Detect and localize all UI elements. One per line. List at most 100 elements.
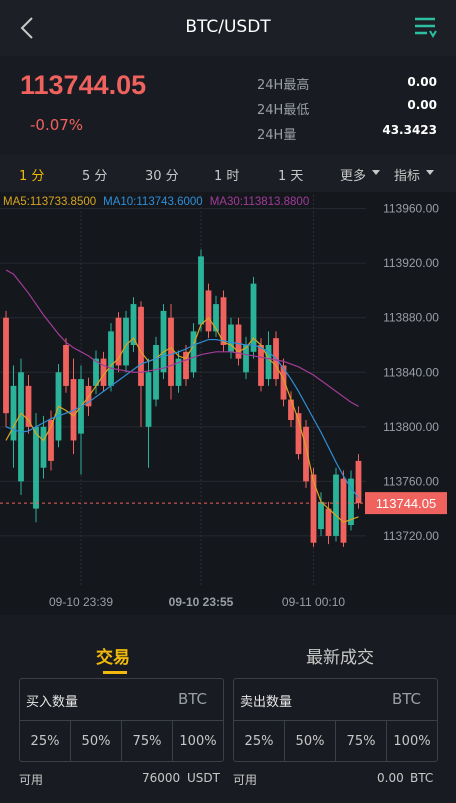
- available-unit: BTC: [410, 771, 434, 785]
- candle-body: [318, 501, 324, 530]
- header: BTC/USDT: [0, 0, 456, 56]
- candle-body: [93, 358, 99, 386]
- available-value: 76000: [142, 771, 181, 785]
- y-tick-label: 113720.00: [383, 529, 439, 543]
- percent-button[interactable]: 100%: [172, 721, 223, 762]
- trade-tab[interactable]: 交易: [96, 648, 130, 668]
- timeframe-tab[interactable]: 5 分: [82, 169, 108, 184]
- stat-label: 24H最低: [257, 103, 310, 118]
- percent-button[interactable]: 75%: [335, 721, 386, 762]
- y-tick-label: 113960.00: [383, 202, 439, 216]
- candle-body: [303, 426, 309, 482]
- candle-body: [138, 306, 144, 386]
- sell-unit: BTC: [391, 690, 421, 708]
- candle-body: [325, 508, 332, 536]
- ma-line: [5, 338, 359, 499]
- candle-body: [130, 304, 137, 345]
- candle-body: [310, 474, 317, 543]
- candle-body: [108, 331, 114, 386]
- candle-body: [198, 256, 204, 325]
- y-tick-label: 113920.00: [383, 256, 439, 270]
- trade-panel: 交易 最新成交 买入数量 BTC 25% 50% 75% 100% 卖出数量 B…: [0, 615, 456, 803]
- legend-entry: MA5:113733.8500: [3, 196, 96, 208]
- stat-label: 24H最高: [257, 78, 310, 93]
- candle-body: [205, 290, 212, 332]
- candle-body: [288, 399, 294, 420]
- candle-body: [235, 324, 242, 359]
- sell-percents: 25% 50% 75% 100%: [234, 720, 437, 762]
- stat-label: 24H量: [257, 128, 297, 143]
- available-value: 0.00: [377, 771, 404, 785]
- candle-body: [115, 317, 122, 366]
- menu-button[interactable]: [413, 16, 439, 40]
- ma-line: [5, 269, 359, 407]
- dropdown-arrow: [372, 170, 380, 175]
- back-button[interactable]: [18, 16, 36, 40]
- candle-body: [168, 317, 174, 386]
- percent-button[interactable]: 75%: [121, 721, 172, 762]
- candle-body: [123, 317, 129, 366]
- candle-body: [145, 372, 152, 427]
- candle-body: [175, 358, 182, 386]
- timeframe-bar: 1 分 5 分 30 分 1 时 1 天 更多 指标: [0, 154, 456, 192]
- candle-body: [213, 304, 219, 332]
- candle-body: [25, 385, 32, 427]
- available-label: 可用: [19, 773, 44, 787]
- timeframe-tab[interactable]: 1 分: [19, 169, 45, 184]
- candle-body: [63, 345, 69, 386]
- timeframe-tab[interactable]: 1 时: [214, 169, 240, 184]
- candle-body: [153, 345, 159, 400]
- y-tick-label: 113880.00: [383, 311, 439, 325]
- candle-body: [190, 331, 197, 373]
- x-tick-label: 09-10 23:39: [49, 595, 113, 609]
- candle-body: [258, 345, 264, 386]
- percent-button[interactable]: 50%: [284, 721, 335, 762]
- sell-box: 卖出数量 BTC 25% 50% 75% 100%: [233, 678, 438, 762]
- candle-body: [265, 345, 272, 380]
- candle-body: [160, 310, 167, 373]
- legend-entry: MA10:113743.6000: [103, 196, 203, 208]
- stat-value: 43.3423: [382, 123, 437, 137]
- more-menu[interactable]: 更多: [340, 169, 367, 184]
- percent-button[interactable]: 100%: [386, 721, 437, 762]
- stat-value: 0.00: [407, 98, 437, 112]
- candle-body: [250, 283, 257, 352]
- indicator-menu[interactable]: 指标: [394, 169, 421, 184]
- y-tick-label: 113760.00: [383, 474, 439, 488]
- sell-label: 卖出数量: [240, 695, 293, 710]
- last-price-label: 113744.05: [376, 496, 437, 511]
- title: BTC/USDT: [185, 17, 271, 37]
- legend-entry: MA30:113813.8800: [210, 196, 310, 208]
- timeframe-tab[interactable]: 1 天: [278, 169, 304, 184]
- last-price: 113744.05: [20, 70, 147, 100]
- percent-button[interactable]: 50%: [70, 721, 121, 762]
- ticker: 113744.05 -0.07% 24H最高 0.00 24H最低 0.00 2…: [0, 56, 456, 154]
- percent-button[interactable]: 25%: [244, 734, 274, 749]
- available-unit: USDT: [187, 771, 220, 785]
- candle-body: [243, 345, 249, 373]
- candle-body: [355, 460, 362, 504]
- candle-body: [228, 324, 234, 352]
- x-tick-label: 09-11 00:10: [282, 595, 345, 609]
- tab-underline: [103, 671, 127, 674]
- price-change: -0.07%: [30, 116, 84, 134]
- ma-line: [5, 316, 359, 523]
- candle-body: [183, 351, 189, 380]
- y-tick-label: 113840.00: [383, 365, 439, 379]
- candle-body: [33, 426, 39, 509]
- candle-body: [100, 358, 107, 386]
- trades-tab[interactable]: 最新成交: [306, 648, 374, 668]
- available-label: 可用: [233, 773, 258, 787]
- timeframe-tab[interactable]: 30 分: [145, 169, 179, 184]
- x-tick-label: 09-10 23:55: [169, 595, 234, 609]
- buy-box: 买入数量 BTC 25% 50% 75% 100%: [19, 678, 224, 762]
- buy-label: 买入数量: [26, 695, 79, 710]
- stat-value: 0.00: [407, 75, 437, 89]
- dropdown-arrow: [426, 170, 434, 175]
- candle-body: [40, 426, 47, 468]
- candle-body: [220, 297, 227, 345]
- percent-button[interactable]: 25%: [30, 734, 60, 749]
- candle-body: [48, 420, 54, 461]
- candle-body: [10, 385, 17, 441]
